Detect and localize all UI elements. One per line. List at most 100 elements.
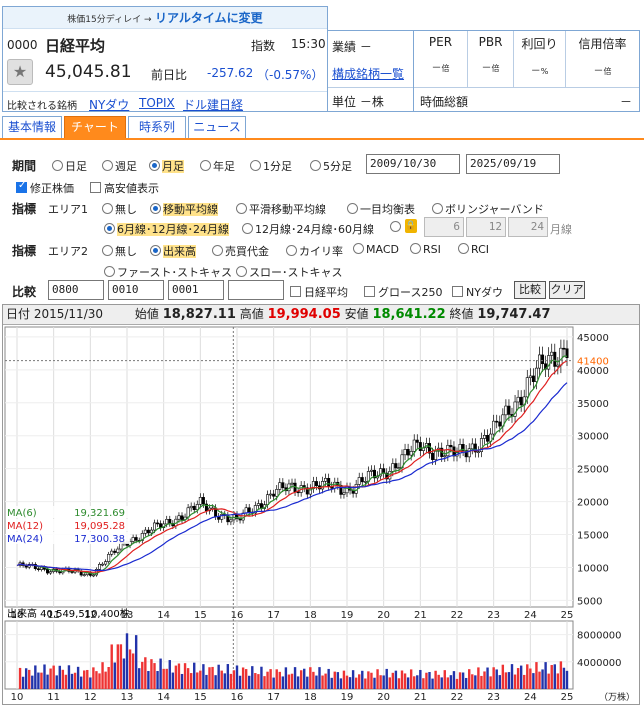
- period-weekly[interactable]: 週足: [102, 158, 137, 174]
- y-tick-label: 25000: [577, 465, 609, 476]
- volume-bar: [232, 670, 236, 689]
- ind1-ichimoku[interactable]: 一目均衡表: [347, 201, 415, 217]
- compare-button[interactable]: 比較: [514, 281, 546, 299]
- tab-news[interactable]: ニュース: [188, 116, 246, 138]
- volume-bar: [64, 674, 68, 689]
- quote-time: 15:30: [291, 37, 326, 51]
- chart-panel[interactable]: 日付 2015/11/30 始値 18,827.11 高値 19,994.05 …: [2, 304, 640, 705]
- volume-bar: [281, 676, 285, 689]
- compare-code-4[interactable]: [228, 280, 284, 300]
- ma-custom-1[interactable]: 6: [424, 217, 464, 237]
- volume-bar: [327, 668, 330, 689]
- stock-name: 日経平均: [45, 37, 106, 55]
- volume-bar: [58, 665, 61, 689]
- volume-bar: [318, 667, 321, 689]
- period-from-input[interactable]: 2009/10/30: [366, 154, 460, 174]
- compare-code-1[interactable]: 0800: [48, 280, 104, 300]
- compare-link-topix[interactable]: TOPIX: [139, 96, 175, 110]
- constituents-link[interactable]: 構成銘柄一覧: [332, 67, 405, 81]
- volume-bar: [394, 670, 398, 689]
- compare-link-nydow[interactable]: NYダウ: [89, 98, 130, 112]
- ma-custom-radio[interactable]: [390, 221, 403, 234]
- tab-chart[interactable]: チャート: [64, 116, 126, 138]
- candle-body: [486, 435, 490, 442]
- ma-set-6-12-24[interactable]: 6月線･12月線･24月線: [104, 221, 229, 237]
- volume-bar: [165, 668, 168, 689]
- ma-custom-3[interactable]: 24: [508, 217, 548, 237]
- volume-bar: [241, 667, 245, 689]
- ind2-volume[interactable]: 出来高: [150, 243, 196, 259]
- volume-bar: [95, 671, 98, 689]
- chart-svg[interactable]: 10 10 11 11 12 12 13 13 14 14 15 15 16 16 17 17 18 18 19 19…: [3, 325, 639, 704]
- volume-bar: [315, 675, 318, 689]
- ind1-bollinger[interactable]: ボリンジャーバンド: [432, 201, 544, 217]
- volume-bar: [440, 677, 443, 689]
- volume-bar: [348, 677, 352, 689]
- volume-bar: [541, 669, 544, 689]
- compare-check-growth250[interactable]: グロース250: [364, 284, 442, 300]
- period-1min[interactable]: 1分足: [250, 158, 292, 174]
- candle-body: [461, 444, 465, 451]
- x-tick-label: 13: [121, 692, 134, 703]
- compare-check-nydow[interactable]: NYダウ: [452, 284, 503, 300]
- volume-bar: [428, 672, 431, 689]
- candle-body: [357, 477, 361, 485]
- ind2-slow-stochastic[interactable]: スロー･ストキャス: [236, 264, 343, 280]
- ind2-trading-value[interactable]: 売買代金: [212, 243, 269, 259]
- ind2-none[interactable]: 無し: [102, 243, 137, 259]
- volume-bar: [483, 671, 486, 689]
- ind1-none[interactable]: 無し: [102, 201, 137, 217]
- compare-code-3[interactable]: 0001: [168, 280, 224, 300]
- volume-bar: [330, 677, 333, 689]
- compare-link-dollar-nikkei[interactable]: ドル建日経: [183, 98, 244, 112]
- adjust-price-checkbox[interactable]: 修正株価: [16, 180, 74, 196]
- period-5min[interactable]: 5分足: [310, 158, 352, 174]
- candle-body: [559, 347, 563, 366]
- candle-body: [107, 553, 111, 562]
- metric-per: PER －倍: [414, 31, 468, 87]
- ind2-deviation[interactable]: カイリ率: [286, 243, 343, 259]
- candle-body: [391, 463, 395, 472]
- volume-bar: [18, 667, 22, 689]
- ma-legend-bg: [6, 532, 130, 544]
- volume-bar: [260, 666, 263, 689]
- x-tick-label: 22: [451, 692, 464, 703]
- ma-custom-2[interactable]: 12: [466, 217, 506, 237]
- volume-bar: [293, 667, 297, 689]
- compare-code-2[interactable]: 0010: [108, 280, 164, 300]
- ind2-rci[interactable]: RCI: [458, 243, 489, 256]
- realtime-link[interactable]: リアルタイムに変更: [155, 11, 263, 25]
- clear-button[interactable]: クリア: [549, 281, 585, 299]
- compare-check-nikkei[interactable]: 日経平均: [290, 284, 348, 300]
- volume-bar: [480, 675, 483, 689]
- period-monthly[interactable]: 月足: [149, 158, 184, 174]
- ind1-smoothed-ma[interactable]: 平滑移動平均線: [236, 201, 326, 217]
- volume-bar: [495, 669, 498, 689]
- candle-body: [290, 482, 294, 485]
- ind2-macd[interactable]: MACD: [353, 243, 399, 256]
- tab-basic-info[interactable]: 基本情報: [2, 116, 62, 138]
- ind2-rsi[interactable]: RSI: [410, 243, 441, 256]
- volume-bar: [92, 667, 95, 689]
- ind1-moving-average[interactable]: 移動平均線: [150, 201, 218, 217]
- high-low-checkbox[interactable]: 高安値表示: [90, 180, 159, 196]
- volume-bar: [156, 671, 159, 689]
- x-tick-label: 23: [487, 610, 500, 621]
- ind2-fast-stochastic[interactable]: ファースト･ストキャス: [104, 264, 232, 280]
- compare-row-label: 比較: [12, 285, 37, 299]
- candle-body: [482, 435, 486, 439]
- x-tick-label: 10: [11, 610, 24, 621]
- ma-set-12-24-60[interactable]: 12月線･24月線･60月線: [242, 221, 374, 237]
- volume-bar: [547, 673, 550, 689]
- divider: [328, 87, 413, 88]
- star-icon[interactable]: ★: [7, 59, 33, 85]
- period-yearly[interactable]: 年足: [200, 158, 235, 174]
- volume-bar: [403, 673, 407, 689]
- x-tick-label: 18: [304, 610, 317, 621]
- tab-timeseries[interactable]: 時系列: [128, 116, 186, 138]
- period-daily[interactable]: 日足: [52, 158, 87, 174]
- period-to-input[interactable]: 2025/09/19: [466, 154, 560, 174]
- indicator2-label: 指標: [12, 244, 37, 258]
- volume-bar: [458, 672, 462, 689]
- candle-body: [446, 444, 450, 457]
